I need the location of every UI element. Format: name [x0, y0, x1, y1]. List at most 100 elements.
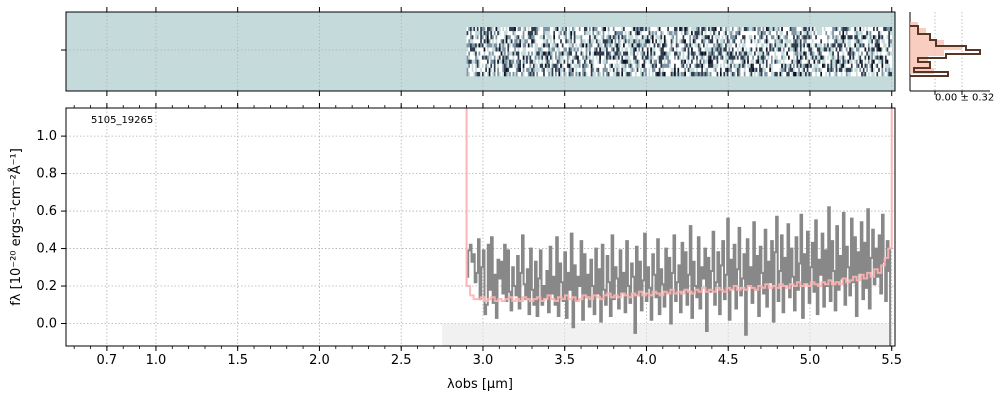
spectrum-2d-pixel	[876, 27, 879, 32]
spectrum-2d-pixel	[505, 67, 508, 73]
spectrum-2d-pixel	[570, 31, 573, 36]
spectrum-2d-pixel	[585, 43, 588, 48]
spectrum-2d-pixel	[890, 35, 893, 40]
spectrum-2d-pixel	[583, 59, 586, 65]
spectrum-2d-pixel	[828, 63, 831, 69]
spectrum-2d-pixel	[660, 31, 663, 36]
spectrum-2d-pixel	[767, 43, 770, 48]
spectrum-2d-pixel	[640, 47, 643, 52]
spectrum-2d-pixel	[684, 27, 687, 32]
spectrum-2d-pixel	[512, 27, 515, 32]
spectrum-2d-pixel	[830, 59, 833, 65]
spectrum-2d-pixel	[764, 35, 767, 40]
spectrum-2d-pixel	[575, 27, 578, 32]
spectrum-2d-pixel	[500, 47, 503, 52]
spectrum-2d-pixel	[709, 35, 712, 40]
spectrum-2d-pixel	[691, 67, 694, 73]
spectrum-2d-pixel	[839, 63, 842, 69]
spectrum-2d-pixel	[555, 63, 558, 69]
spectrum-2d-pixel	[782, 71, 785, 77]
spectrum-2d-pixel	[840, 59, 843, 65]
spectrum-2d-pixel	[884, 39, 887, 44]
spectrum-2d-pixel	[793, 63, 796, 69]
spectrum-2d-pixel	[752, 31, 755, 36]
spectrum-2d-pixel	[714, 31, 717, 36]
spectrum-2d-pixel	[861, 55, 864, 60]
spectrum-2d-pixel	[566, 55, 569, 60]
spectrum-2d-pixel	[723, 39, 726, 44]
spectrum-2d-pixel	[612, 67, 615, 73]
spectrum-2d-pixel	[816, 31, 819, 36]
spectrum-2d-pixel	[736, 63, 739, 69]
spectrum-2d-pixel	[561, 43, 564, 48]
spectrum-2d-pixel	[602, 35, 605, 40]
spectrum-2d-pixel	[813, 43, 816, 48]
spectrum-2d-pixel	[833, 51, 836, 56]
spectrum-2d-pixel	[641, 39, 644, 44]
spectrum-2d-pixel	[617, 39, 620, 44]
spectrum-2d-pixel	[480, 35, 483, 40]
spectrum-2d-pixel	[536, 59, 539, 65]
spectrum-2d-pixel	[495, 31, 498, 36]
spectrum-2d-pixel	[650, 31, 653, 36]
spectrum-2d-pixel	[822, 71, 825, 77]
spectrum-2d-pixel	[512, 59, 515, 65]
spectrum-2d-pixel	[549, 35, 552, 40]
spectrum-2d-pixel	[810, 47, 813, 52]
spectrum-2d-pixel	[504, 31, 507, 36]
spectrum-2d-pixel	[803, 31, 806, 36]
spectrum-2d-pixel	[614, 55, 617, 60]
spectrum-2d-pixel	[475, 35, 478, 40]
spectrum-2d-pixel	[595, 55, 598, 60]
spectrum-2d-pixel	[786, 71, 789, 77]
spectrum-2d-pixel	[825, 27, 828, 32]
spectrum-2d-pixel	[502, 63, 505, 69]
spectrum-2d-pixel	[585, 67, 588, 73]
spectrum-2d-pixel	[748, 63, 751, 69]
spectrum-2d-pixel	[709, 55, 712, 60]
spectrum-2d-pixel	[493, 43, 496, 48]
spectrum-2d-pixel	[509, 59, 512, 65]
spectrum-2d-pixel	[544, 63, 547, 69]
spectrum-2d-pixel	[546, 59, 549, 65]
spectrum-2d-pixel	[623, 39, 626, 44]
spectrum-2d-pixel	[519, 63, 522, 69]
spectrum-2d-pixel	[866, 63, 869, 69]
spectrum-2d-pixel	[854, 51, 857, 56]
spectrum-2d-pixel	[490, 51, 493, 56]
spectrum-2d-pixel	[691, 71, 694, 77]
spectrum-2d-pixel	[470, 59, 473, 65]
spectrum-2d-pixel	[713, 71, 716, 77]
spectrum-2d-pixel	[546, 39, 549, 44]
spectrum-2d-pixel	[777, 27, 780, 32]
spectrum-2d-pixel	[704, 31, 707, 36]
spectrum-2d-pixel	[510, 27, 513, 32]
spectrum-2d-pixel	[708, 35, 711, 40]
spectrum-2d-pixel	[852, 55, 855, 60]
spectrum-2d-pixel	[658, 31, 661, 36]
spectrum-2d-pixel	[583, 47, 586, 52]
spectrum-2d-pixel	[595, 59, 598, 65]
spectrum-2d-pixel	[510, 35, 513, 40]
spectrum-2d-pixel	[786, 59, 789, 65]
spectrum-2d-pixel	[650, 67, 653, 73]
spectrum-2d-pixel	[561, 47, 564, 52]
spectrum-2d-pixel	[558, 71, 561, 77]
spectrum-2d-pixel	[738, 63, 741, 69]
spectrum-2d-pixel	[468, 67, 471, 73]
spectrum-2d-pixel	[563, 55, 566, 60]
spectrum-2d-pixel	[592, 31, 595, 36]
spectrum-2d-pixel	[476, 47, 479, 52]
spectrum-2d-pixel	[568, 31, 571, 36]
spectrum-2d-pixel	[515, 67, 518, 73]
spectrum-2d-pixel	[810, 51, 813, 56]
spectrum-2d-pixel	[711, 47, 714, 52]
spectrum-2d-pixel	[526, 43, 529, 48]
spectrum-2d-pixel	[832, 63, 835, 69]
spectrum-2d-pixel	[498, 39, 501, 44]
spectrum-2d-pixel	[580, 47, 583, 52]
spectrum-2d-pixel	[704, 43, 707, 48]
spectrum-2d-pixel	[529, 35, 532, 40]
spectrum-2d-pixel	[752, 71, 755, 77]
spectrum-2d-pixel	[725, 71, 728, 77]
